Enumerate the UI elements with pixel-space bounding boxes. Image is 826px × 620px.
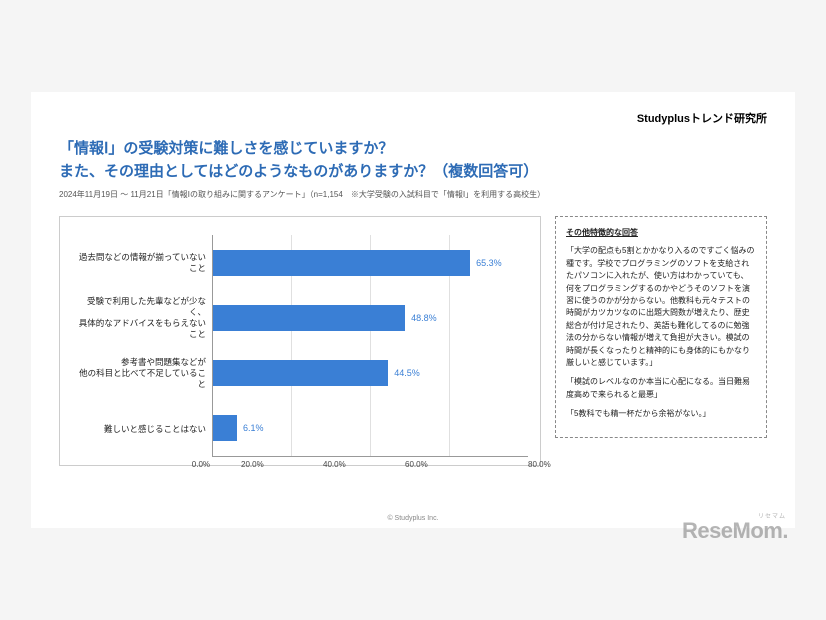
- chart-x-axis: 0.0%20.0%40.0%60.0%80.0%: [200, 460, 528, 469]
- title-line-1: 「情報Ⅰ」の受験対策に難しさを感じていますか？: [59, 140, 393, 157]
- survey-meta: 2024年11月19日 ～ 11月21日「情報Ⅰの取り組みに関するアンケート」（…: [59, 189, 767, 200]
- chart-bar-row: 65.3%: [213, 235, 528, 290]
- chart-bar-row: 44.5%: [213, 346, 528, 401]
- sidebox-paragraph: 「模試のレベルなのか本当に心配になる。当日難易度高めで来られると最悪」: [566, 376, 756, 401]
- chart-category-label: 受験で利用した先輩などが少なく、具体的なアドバイスをもらえないこと: [72, 291, 212, 347]
- chart-bar-row: 48.8%: [213, 290, 528, 345]
- page-title: 「情報Ⅰ」の受験対策に難しさを感じていますか？ また、その理由としてはどのような…: [59, 138, 767, 183]
- brand-label: Studyplusトレンド研究所: [637, 110, 767, 126]
- chart-x-tick: 40.0%: [323, 460, 405, 469]
- chart-bar: 44.5%: [213, 360, 388, 386]
- watermark-rubi: リセマム: [758, 511, 786, 520]
- watermark: リセマム ReseMom.: [682, 518, 788, 544]
- chart-category-label: 参考書や問題集などが他の科目と比べて不足していること: [72, 346, 212, 402]
- chart-bar-value: 6.1%: [243, 423, 264, 433]
- chart-bar-row: 6.1%: [213, 401, 528, 456]
- chart-bar: 6.1%: [213, 415, 237, 441]
- title-line-2: また、その理由としてはどのようなものがありますか？（複数回答可）: [59, 163, 538, 180]
- sidebox-paragraph: 「大学の配点も5割とかかなり入るのですごく悩みの種です。学校でプログラミングのソ…: [566, 245, 756, 369]
- chart-bar: 65.3%: [213, 250, 470, 276]
- chart-y-labels: 過去問などの情報が揃っていないこと受験で利用した先輩などが少なく、具体的なアドバ…: [72, 235, 212, 457]
- chart-bars: 65.3% 48.8% 44.5% 6.1%: [213, 235, 528, 456]
- chart-category-label: 難しいと感じることはない: [72, 402, 212, 458]
- chart-bar-value: 44.5%: [394, 368, 420, 378]
- bar-chart: 過去問などの情報が揃っていないこと受験で利用した先輩などが少なく、具体的なアドバ…: [59, 216, 541, 466]
- chart-bar-value: 65.3%: [476, 258, 502, 268]
- chart-bar: 48.8%: [213, 305, 405, 331]
- chart-x-tick: 60.0%: [405, 460, 487, 469]
- chart-category-label: 過去問などの情報が揃っていないこと: [72, 235, 212, 291]
- other-responses-box: その他特徴的な回答 「大学の配点も5割とかかなり入るのですごく悩みの種です。学校…: [555, 216, 767, 438]
- copyright: © Studyplus Inc.: [31, 515, 795, 522]
- watermark-text: ReseMom: [682, 518, 782, 543]
- chart-bar-value: 48.8%: [411, 313, 437, 323]
- sidebox-title: その他特徴的な回答: [566, 227, 756, 239]
- content-row: 過去問などの情報が揃っていないこと受験で利用した先輩などが少なく、具体的なアドバ…: [59, 216, 767, 466]
- chart-plot-area: 65.3% 48.8% 44.5% 6.1%: [212, 235, 528, 457]
- chart-x-tick: 20.0%: [241, 460, 323, 469]
- slide: Studyplusトレンド研究所 「情報Ⅰ」の受験対策に難しさを感じていますか？…: [31, 92, 795, 528]
- sidebox-paragraph: 「5教科でも精一杯だから余裕がない。」: [566, 408, 756, 420]
- sidebox-body: 「大学の配点も5割とかかなり入るのですごく悩みの種です。学校でプログラミングのソ…: [566, 245, 756, 420]
